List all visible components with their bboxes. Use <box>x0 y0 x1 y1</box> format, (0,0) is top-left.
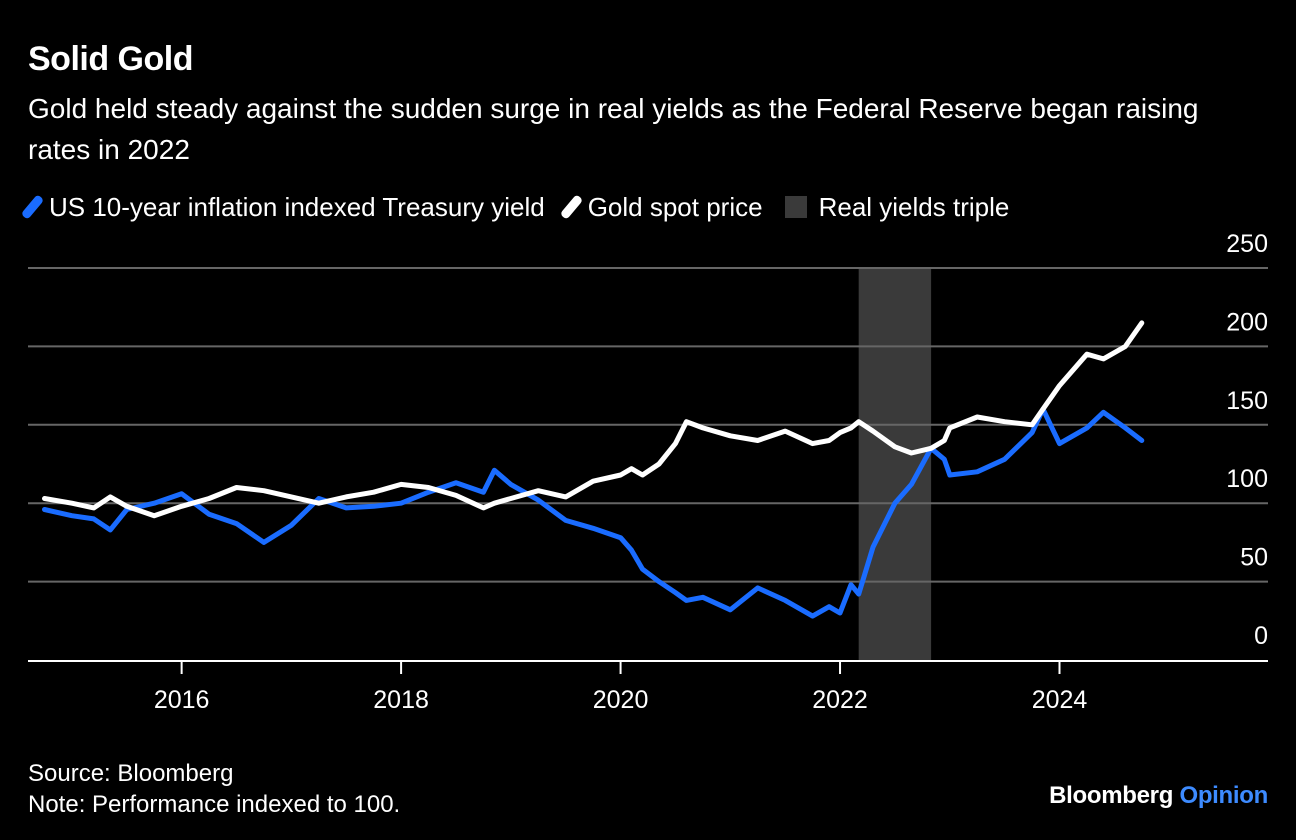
y-tick-label-150: 150 <box>1226 387 1268 415</box>
brand-logo: Bloomberg Opinion <box>1049 782 1268 810</box>
brand-accent: Opinion <box>1179 782 1268 809</box>
legend-swatch-gold <box>559 194 584 220</box>
y-tick-label-50: 50 <box>1240 544 1268 572</box>
x-tick-label-2024: 2024 <box>1032 686 1088 714</box>
x-tick-label-2016: 2016 <box>154 686 210 714</box>
y-tick-label-0: 0 <box>1254 622 1268 650</box>
series-line-gold <box>42 320 1145 519</box>
chart-legend: US 10-year inflation indexed Treasury yi… <box>20 190 1031 224</box>
y-tick-label-250: 250 <box>1226 230 1268 258</box>
legend-item-yield: US 10-year inflation indexed Treasury yi… <box>20 191 545 223</box>
legend-swatch-band <box>784 196 807 218</box>
source-note: Source: Bloomberg <box>28 760 234 787</box>
chart-title: Solid Gold <box>28 40 193 78</box>
series-line-yield <box>42 406 1145 619</box>
y-tick-label-100: 100 <box>1226 465 1268 493</box>
line-chart: 0 50 100 150 200 250 2016 2018 2020 2022 2024 <box>28 230 1268 714</box>
legend-label-gold: Gold spot price <box>587 191 763 222</box>
legend-label-band: Real yields triple <box>818 191 1010 222</box>
index-note: Note: Performance indexed to 100. <box>28 791 401 818</box>
legend-swatch-yield <box>20 194 45 220</box>
x-tick-label-2022: 2022 <box>812 686 868 714</box>
x-tick-label-2020: 2020 <box>593 686 649 714</box>
shaded-band <box>858 268 932 660</box>
legend-item-gold: Gold spot price <box>559 191 763 223</box>
brand-main: Bloomberg <box>1049 782 1174 809</box>
y-tick-label-200: 200 <box>1226 308 1268 336</box>
x-tick-label-2018: 2018 <box>373 686 429 714</box>
chart-footer: Source: Bloomberg Note: Performance inde… <box>28 758 400 820</box>
legend-item-band: Real yields triple <box>784 191 1010 223</box>
legend-label-yield: US 10-year inflation indexed Treasury yi… <box>49 191 545 222</box>
chart-subtitle: Gold held steady against the sudden surg… <box>28 93 1199 165</box>
